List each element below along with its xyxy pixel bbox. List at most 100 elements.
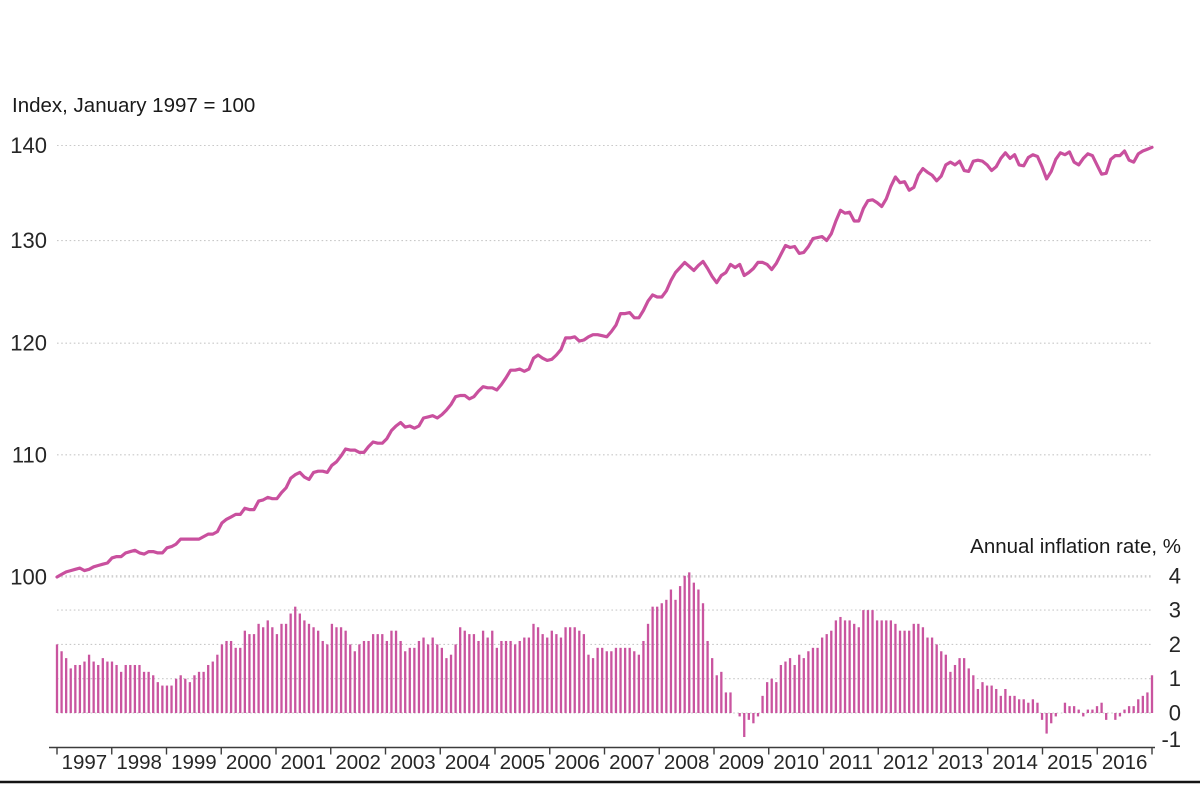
inflation-bar — [1077, 709, 1080, 713]
inflation-bar — [294, 606, 297, 713]
index-axis-title: Index, January 1997 = 100 — [12, 94, 255, 117]
inflation-axis-title: Annual inflation rate, % — [970, 535, 1181, 558]
inflation-bar — [779, 664, 783, 713]
inflation-bar — [917, 623, 920, 713]
inflation-bar — [193, 675, 196, 713]
inflation-bar — [830, 630, 833, 713]
inflation-bar — [1022, 699, 1025, 713]
inflation-bar — [404, 651, 407, 713]
inflation-bar — [165, 685, 169, 713]
inflation-axis-label-3: 3 — [1169, 598, 1181, 623]
inflation-bar — [1013, 695, 1016, 713]
inflation-bar — [417, 640, 421, 713]
inflation-bar — [1118, 713, 1122, 717]
inflation-bar — [651, 606, 654, 713]
inflation-bar — [623, 647, 627, 713]
inflation-bar — [527, 637, 531, 713]
inflation-bar — [532, 623, 535, 713]
inflation-bar — [976, 688, 980, 713]
year-label-2003: 2003 — [390, 751, 436, 774]
inflation-bar — [440, 647, 443, 713]
inflation-bar — [862, 610, 865, 713]
inflation-bar — [518, 640, 521, 713]
inflation-bar — [921, 627, 925, 713]
inflation-bar — [839, 616, 842, 713]
inflation-bar — [798, 654, 801, 713]
inflation-bar — [738, 713, 741, 717]
inflation-bar — [724, 692, 728, 713]
inflation-bar — [97, 664, 100, 713]
inflation-bar — [202, 671, 205, 713]
inflation-bar — [678, 586, 682, 713]
inflation-bar — [376, 634, 379, 713]
inflation-bar — [669, 589, 673, 713]
year-label-2012: 2012 — [883, 751, 929, 774]
inflation-bar — [546, 637, 549, 713]
inflation-bar — [1141, 695, 1144, 713]
inflation-bar — [747, 713, 750, 720]
inflation-bar — [124, 664, 127, 713]
year-label-2013: 2013 — [938, 751, 984, 774]
index-axis-label-110: 110 — [12, 442, 47, 467]
inflation-bar — [953, 664, 957, 713]
inflation-bar — [119, 671, 123, 713]
inflation-bar — [1123, 709, 1126, 713]
inflation-bar — [999, 695, 1002, 713]
inflation-bar — [564, 627, 567, 713]
inflation-bar — [257, 623, 260, 713]
inflation-bar — [147, 671, 150, 713]
inflation-bar — [743, 713, 746, 738]
inflation-bar — [477, 640, 480, 713]
inflation-bar — [1036, 702, 1039, 713]
inflation-bar — [339, 627, 343, 713]
inflation-bar — [413, 647, 416, 713]
inflation-bar — [129, 664, 132, 713]
inflation-axis-label-2: 2 — [1169, 632, 1181, 657]
index-axis-label-120: 120 — [10, 331, 47, 356]
inflation-bar — [1095, 706, 1099, 713]
inflation-bar — [1072, 706, 1076, 713]
inflation-axis-label-0: 0 — [1169, 701, 1181, 726]
inflation-bar — [266, 620, 269, 713]
inflation-bar — [912, 623, 915, 713]
inflation-bar — [559, 637, 563, 713]
index-axis-label-140: 140 — [10, 133, 47, 158]
inflation-bar — [275, 634, 279, 713]
inflation-bar — [871, 610, 874, 713]
inflation-bar — [1040, 713, 1044, 720]
year-label-2001: 2001 — [281, 751, 327, 774]
inflation-bar — [436, 644, 439, 713]
inflation-bar — [514, 644, 517, 713]
inflation-bar — [944, 654, 947, 713]
inflation-bar — [326, 644, 329, 713]
inflation-bar — [303, 620, 306, 713]
inflation-bar — [674, 599, 677, 713]
inflation-bar — [152, 675, 155, 713]
inflation-bar — [55, 644, 59, 713]
inflation-bar — [371, 634, 375, 713]
inflation-bar — [692, 582, 695, 713]
inflation-bar — [853, 623, 856, 713]
inflation-bar — [582, 634, 586, 713]
inflation-bar — [1063, 702, 1067, 713]
year-label-2014: 2014 — [992, 751, 1038, 774]
inflation-bar — [385, 640, 389, 713]
inflation-bar — [619, 647, 622, 713]
inflation-bar — [312, 627, 315, 713]
inflation-bar — [811, 647, 815, 713]
inflation-bar — [454, 644, 457, 713]
inflation-bar — [229, 640, 233, 713]
inflation-bar — [220, 644, 224, 713]
inflation-bar — [463, 630, 466, 713]
inflation-bar — [880, 620, 883, 713]
inflation-bar — [179, 675, 182, 713]
inflation-bar — [715, 675, 718, 713]
inflation-bar — [788, 658, 792, 713]
inflation-bar — [834, 620, 838, 713]
inflation-bar — [683, 575, 686, 713]
inflation-bar — [60, 651, 63, 713]
inflation-bar — [317, 630, 320, 713]
inflation-bar — [642, 640, 645, 713]
inflation-bar — [1008, 695, 1012, 713]
inflation-axis-label-4: 4 — [1169, 563, 1181, 588]
